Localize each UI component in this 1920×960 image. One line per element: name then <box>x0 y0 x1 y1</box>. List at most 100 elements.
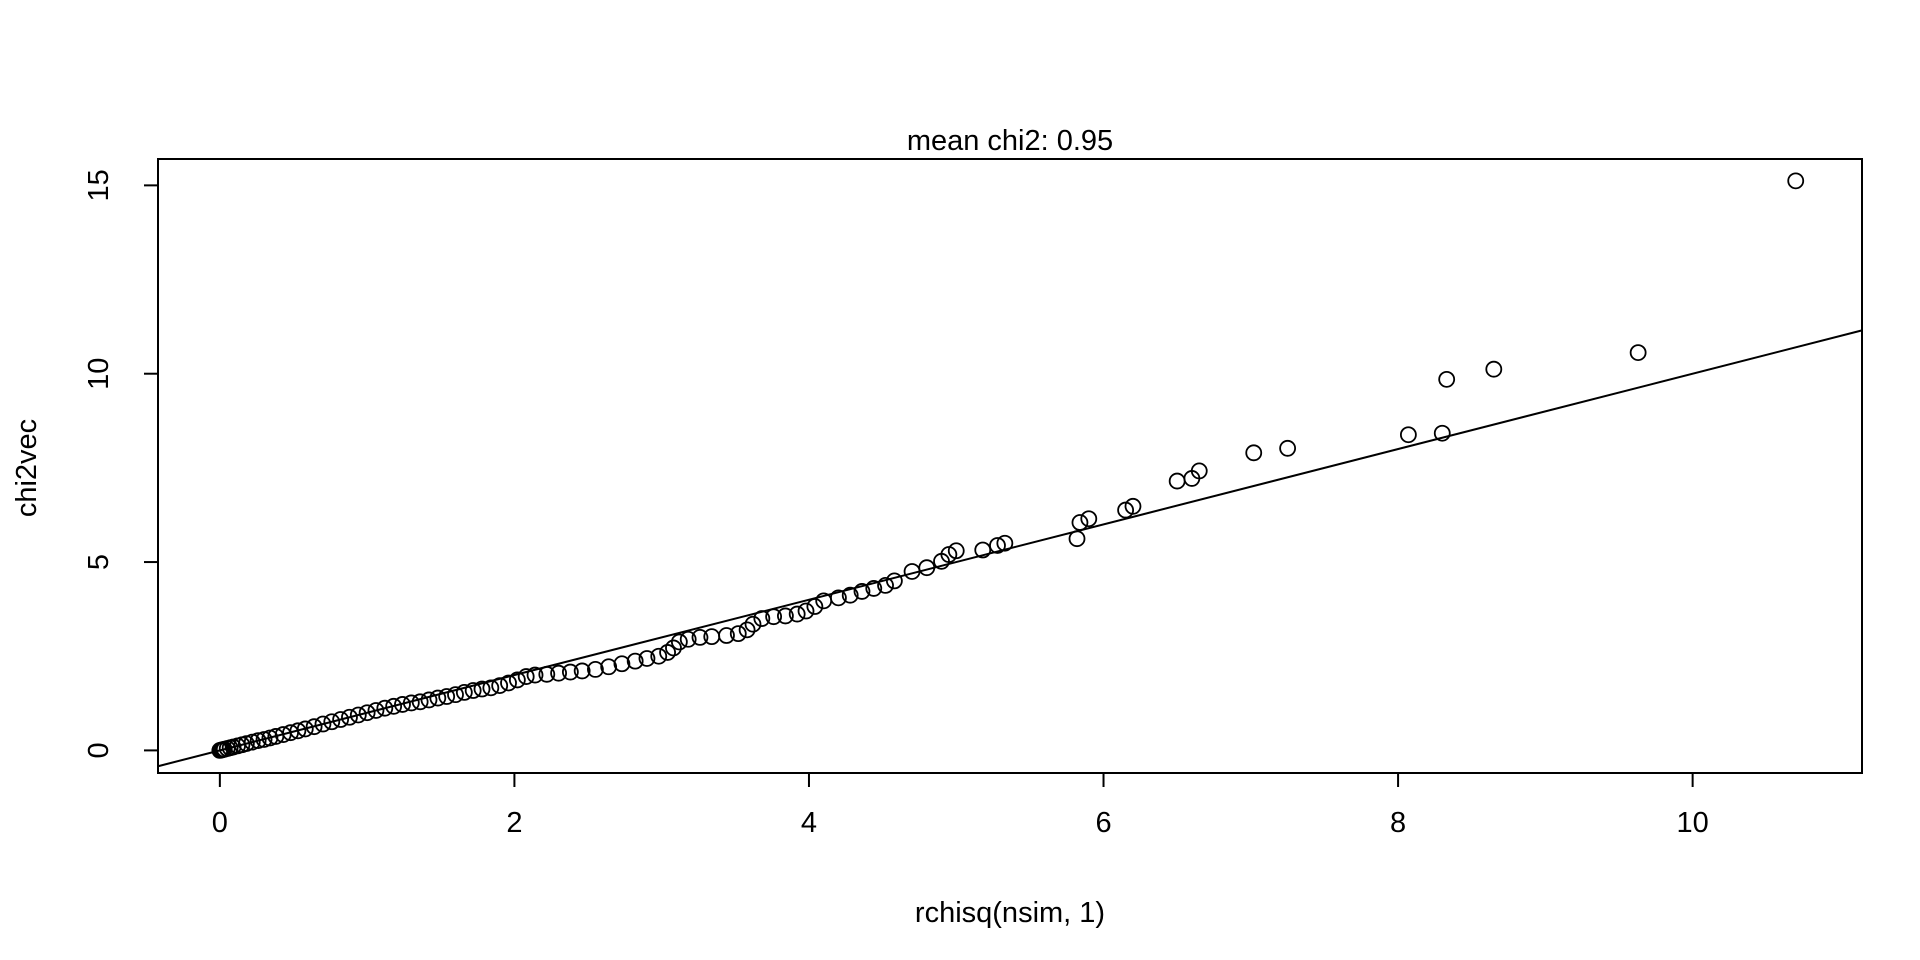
data-point <box>289 722 307 740</box>
data-point <box>650 647 668 665</box>
data-point <box>1190 462 1208 480</box>
data-point <box>464 682 482 699</box>
data-point <box>249 732 267 750</box>
data-point <box>797 602 815 620</box>
data-point <box>1245 444 1263 462</box>
data-point <box>765 608 783 626</box>
data-point <box>402 694 420 712</box>
data-point <box>473 680 491 698</box>
data-point <box>455 683 473 701</box>
data-point <box>349 706 367 724</box>
data-point <box>314 715 332 733</box>
data-point <box>613 655 631 673</box>
data-point <box>323 713 341 731</box>
x-tick-label: 10 <box>1676 807 1708 839</box>
data-point <box>482 679 500 697</box>
x-axis-label: rchisq(nsim, 1) <box>915 897 1105 929</box>
data-point <box>508 671 526 689</box>
data-point <box>447 686 464 704</box>
data-point <box>679 630 697 648</box>
y-tick-label: 10 <box>83 358 115 390</box>
data-point <box>665 639 682 657</box>
data-point <box>420 691 438 709</box>
data-point <box>1629 344 1647 362</box>
x-axis: 0 2 4 6 8 10 <box>212 772 1709 839</box>
data-points <box>211 172 1805 759</box>
x-tick-label: 6 <box>1095 807 1111 839</box>
data-point <box>1168 472 1186 490</box>
x-tick-label: 2 <box>506 807 522 839</box>
data-point <box>703 628 721 646</box>
data-point <box>358 704 376 722</box>
y-tick-label: 5 <box>83 554 115 570</box>
data-point <box>659 644 676 661</box>
data-point <box>385 697 403 715</box>
data-point <box>853 583 871 600</box>
data-point <box>600 658 618 676</box>
plot-area <box>157 158 1863 774</box>
data-point <box>865 580 883 597</box>
data-point <box>538 665 556 683</box>
data-point <box>438 688 456 705</box>
data-point <box>429 689 447 707</box>
data-point <box>777 607 794 625</box>
data-point <box>1279 439 1297 457</box>
data-point <box>411 693 429 711</box>
data-point <box>500 674 517 692</box>
data-point <box>1485 360 1503 378</box>
data-point <box>877 577 894 594</box>
data-point <box>1399 426 1417 444</box>
y-axis: 0 5 10 15 <box>83 169 159 758</box>
data-point <box>376 699 394 717</box>
data-point <box>526 666 544 684</box>
y-tick-label: 15 <box>83 169 115 201</box>
data-point <box>806 598 824 615</box>
data-point <box>718 627 735 644</box>
data-point <box>989 537 1006 554</box>
data-point <box>788 605 806 623</box>
data-point <box>587 661 604 678</box>
data-point <box>561 663 579 681</box>
x-tick-label: 8 <box>1390 807 1406 839</box>
data-point <box>670 633 688 651</box>
data-point <box>744 615 762 633</box>
plot-frame <box>157 158 1863 774</box>
data-point <box>996 534 1014 552</box>
data-point <box>367 702 385 719</box>
data-point <box>237 735 255 753</box>
data-point <box>332 711 350 728</box>
data-point <box>738 621 756 639</box>
data-point <box>255 731 273 748</box>
data-point <box>885 572 903 590</box>
data-point <box>729 625 747 643</box>
data-point <box>1071 514 1089 531</box>
data-point <box>517 668 535 685</box>
data-point <box>243 733 261 751</box>
data-point <box>691 628 709 646</box>
data-point <box>753 610 771 627</box>
data-point <box>341 708 358 726</box>
x-tick-label: 4 <box>801 807 817 839</box>
data-point <box>947 542 965 560</box>
data-point <box>491 677 509 695</box>
data-point <box>305 718 323 736</box>
y-axis-label: chi2vec <box>11 419 43 517</box>
data-point <box>1124 497 1142 515</box>
data-point <box>296 720 314 738</box>
data-point <box>1433 424 1451 442</box>
data-point <box>550 664 567 682</box>
data-point <box>1080 510 1098 528</box>
x-tick-label: 0 <box>212 807 228 839</box>
data-point <box>841 586 859 604</box>
data-point <box>974 541 992 559</box>
data-point <box>1068 530 1086 548</box>
y-tick-label: 0 <box>83 742 115 758</box>
data-point <box>1438 370 1456 388</box>
data-point <box>830 589 847 607</box>
data-point <box>573 662 591 680</box>
data-point <box>394 696 411 713</box>
data-point <box>918 559 936 577</box>
data-point <box>638 650 656 667</box>
data-point <box>626 652 644 670</box>
